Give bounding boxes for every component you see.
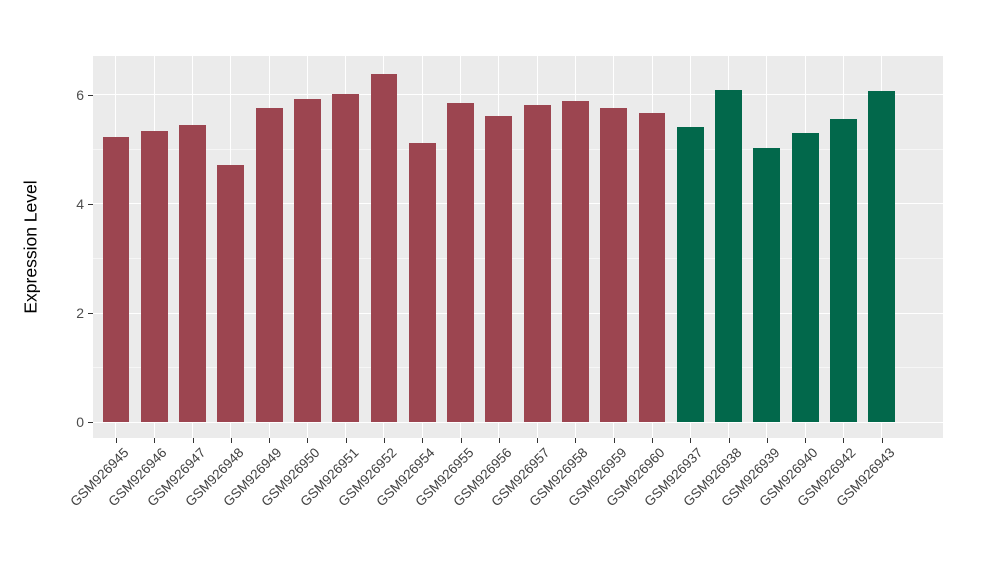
- y-tick-label: 2: [76, 305, 84, 322]
- x-tick-mark: [728, 438, 730, 443]
- x-tick-mark: [881, 438, 883, 443]
- bar-GSM926954: [408, 143, 436, 423]
- x-tick-mark: [307, 438, 309, 443]
- bar-GSM926950: [294, 99, 321, 423]
- bar-GSM926948: [217, 165, 245, 423]
- x-tick-mark: [537, 438, 539, 443]
- y-tick-mark: [88, 422, 93, 424]
- x-tick-mark: [613, 438, 615, 443]
- x-tick-mark: [843, 438, 845, 443]
- x-tick-mark: [805, 438, 807, 443]
- bar-GSM926952: [370, 74, 398, 423]
- y-tick-mark: [88, 94, 93, 96]
- gridline-minor: [93, 367, 943, 369]
- bar-GSM926951: [332, 94, 360, 423]
- y-tick-label: 0: [76, 414, 84, 431]
- bar-GSM926949: [255, 107, 283, 423]
- bar-GSM926957: [523, 105, 551, 423]
- bar-GSM926955: [447, 102, 474, 423]
- bar-GSM926946: [140, 131, 168, 423]
- x-tick-mark: [154, 438, 156, 443]
- x-tick-mark: [652, 438, 653, 443]
- x-tick-mark: [269, 438, 271, 443]
- x-tick-mark: [460, 438, 462, 443]
- y-tick-mark: [88, 203, 93, 205]
- x-tick-mark: [766, 438, 768, 443]
- x-tick-mark: [690, 438, 692, 443]
- plot-area: [93, 56, 943, 438]
- bar-GSM926947: [179, 124, 206, 423]
- gridline-minor: [93, 257, 943, 259]
- bar-GSM926959: [600, 108, 628, 423]
- gridline-major: [93, 421, 943, 423]
- bar-GSM926956: [485, 116, 513, 423]
- bar-GSM926939: [753, 147, 781, 423]
- x-tick-mark: [345, 438, 347, 443]
- x-tick-mark: [230, 438, 232, 443]
- y-tick-mark: [88, 313, 93, 315]
- gridline-major: [93, 312, 943, 314]
- x-tick-mark: [192, 438, 194, 443]
- bar-GSM926958: [562, 101, 589, 423]
- y-tick-label: 4: [76, 195, 84, 212]
- bar-GSM926943: [868, 91, 896, 423]
- bar-GSM926942: [830, 119, 857, 423]
- x-tick-mark: [498, 438, 500, 443]
- x-tick-mark: [422, 438, 424, 443]
- gridline-major: [93, 94, 943, 96]
- x-tick-mark: [575, 438, 577, 443]
- bar-GSM926945: [102, 137, 130, 423]
- x-tick-mark: [115, 438, 117, 443]
- bar-GSM926938: [715, 90, 742, 423]
- gridline-major: [93, 203, 943, 205]
- bar-GSM926960: [638, 113, 666, 423]
- y-tick-label: 6: [76, 86, 84, 103]
- x-tick-mark: [383, 438, 385, 443]
- bar-GSM926937: [676, 127, 704, 423]
- gridline-minor: [93, 148, 943, 150]
- bar-GSM926940: [791, 133, 819, 423]
